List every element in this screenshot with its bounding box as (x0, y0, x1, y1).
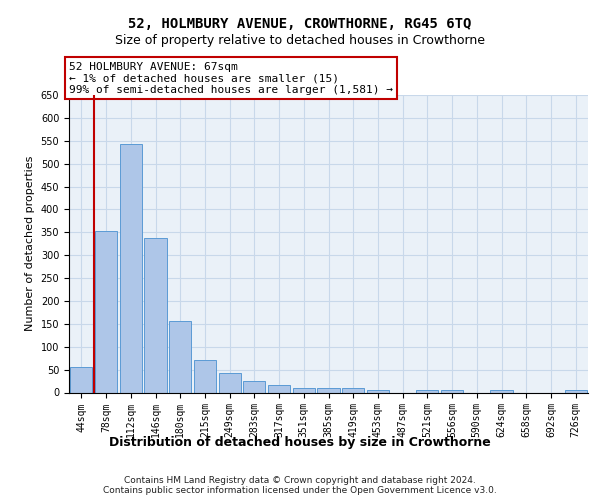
Bar (218, 374, 241, 392)
Bar (268, 384, 290, 392)
Bar (70, 368, 92, 392)
Bar (119, 144, 142, 392)
Bar (367, 390, 389, 392)
Bar (565, 390, 587, 392)
Y-axis label: Number of detached properties: Number of detached properties (25, 156, 35, 332)
Bar (342, 388, 364, 392)
Bar (441, 390, 463, 392)
Bar (243, 381, 265, 392)
Bar (490, 390, 512, 392)
Text: Distribution of detached houses by size in Crowthorne: Distribution of detached houses by size … (109, 436, 491, 449)
Bar (95, 231, 117, 392)
Bar (145, 238, 167, 392)
Text: 52, HOLMBURY AVENUE, CROWTHORNE, RG45 6TQ: 52, HOLMBURY AVENUE, CROWTHORNE, RG45 6T… (128, 18, 472, 32)
Bar (194, 360, 216, 392)
Bar (293, 388, 315, 392)
Bar (169, 320, 191, 392)
Bar (317, 388, 340, 392)
Text: Contains public sector information licensed under the Open Government Licence v3: Contains public sector information licen… (103, 486, 497, 495)
Text: Contains HM Land Registry data © Crown copyright and database right 2024.: Contains HM Land Registry data © Crown c… (124, 476, 476, 485)
Text: 52 HOLMBURY AVENUE: 67sqm
← 1% of detached houses are smaller (15)
99% of semi-d: 52 HOLMBURY AVENUE: 67sqm ← 1% of detach… (69, 62, 393, 95)
Bar (416, 390, 439, 392)
Text: Size of property relative to detached houses in Crowthorne: Size of property relative to detached ho… (115, 34, 485, 47)
